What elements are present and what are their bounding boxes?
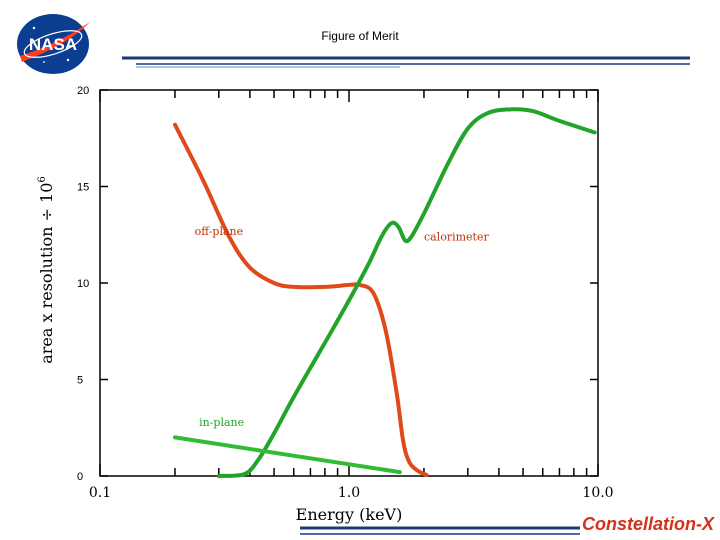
y-tick-label: 0 [77, 471, 83, 483]
chart-ticks: 0 5 10 15 20 0.1 1.0 10.0 [77, 85, 614, 501]
page-title: Figure of Merit [321, 29, 399, 43]
chart-annotations: off-plane calorimeter in-plane [195, 225, 490, 429]
x-tick-label: 10.0 [582, 485, 613, 501]
series-line-off-plane [173, 122, 429, 477]
logo-star [43, 61, 45, 63]
y-tick-label: 5 [77, 375, 83, 387]
brand-wordmark: Constellation-X [581, 514, 714, 534]
logo-orbit [23, 30, 83, 58]
annotation-label: off-plane [195, 225, 243, 238]
annotation-label: calorimeter [424, 231, 490, 244]
annotation-label: in-plane [199, 416, 244, 429]
chart-series [173, 107, 597, 478]
y-axis-label-text: area x resolution ÷ 10 [37, 183, 56, 364]
series-line-in-plane [173, 435, 402, 475]
y-axis-label: area x resolution ÷ 106 [37, 176, 56, 364]
x-tick-label: 0.1 [89, 485, 111, 501]
series-line-calorimeter [216, 107, 597, 478]
logo-star [32, 26, 36, 30]
nasa-logo: NASA [17, 14, 90, 74]
y-tick-label: 15 [77, 182, 89, 194]
x-tick-label: 1.0 [338, 485, 360, 501]
x-axis-label: Energy (keV) [296, 505, 403, 524]
y-tick-label: 10 [77, 278, 89, 290]
logo-star [66, 58, 70, 62]
y-tick-label: 20 [77, 85, 89, 97]
logo-wordmark: NASA [29, 35, 77, 54]
logo-swoosh [20, 22, 90, 62]
y-axis-label-exponent: 6 [37, 176, 48, 182]
